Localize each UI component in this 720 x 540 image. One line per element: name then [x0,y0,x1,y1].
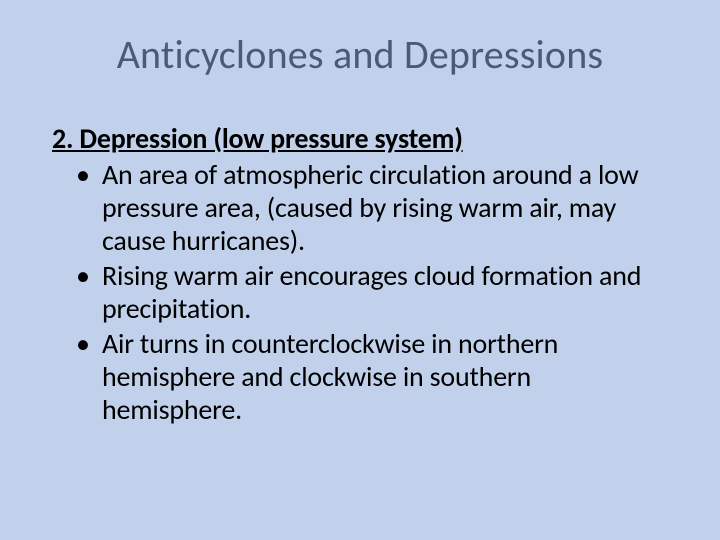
slide-title: Anticyclones and Depressions [48,30,672,79]
list-item: An area of atmospheric circulation aroun… [76,158,672,257]
slide-container: Anticyclones and Depressions 2. Depressi… [0,0,720,540]
section-subhead: 2. Depression (low pressure system) [52,121,672,156]
bullet-list: An area of atmospheric circulation aroun… [76,158,672,426]
list-item: Air turns in counterclockwise in norther… [76,327,672,426]
list-item: Rising warm air encourages cloud formati… [76,259,672,325]
